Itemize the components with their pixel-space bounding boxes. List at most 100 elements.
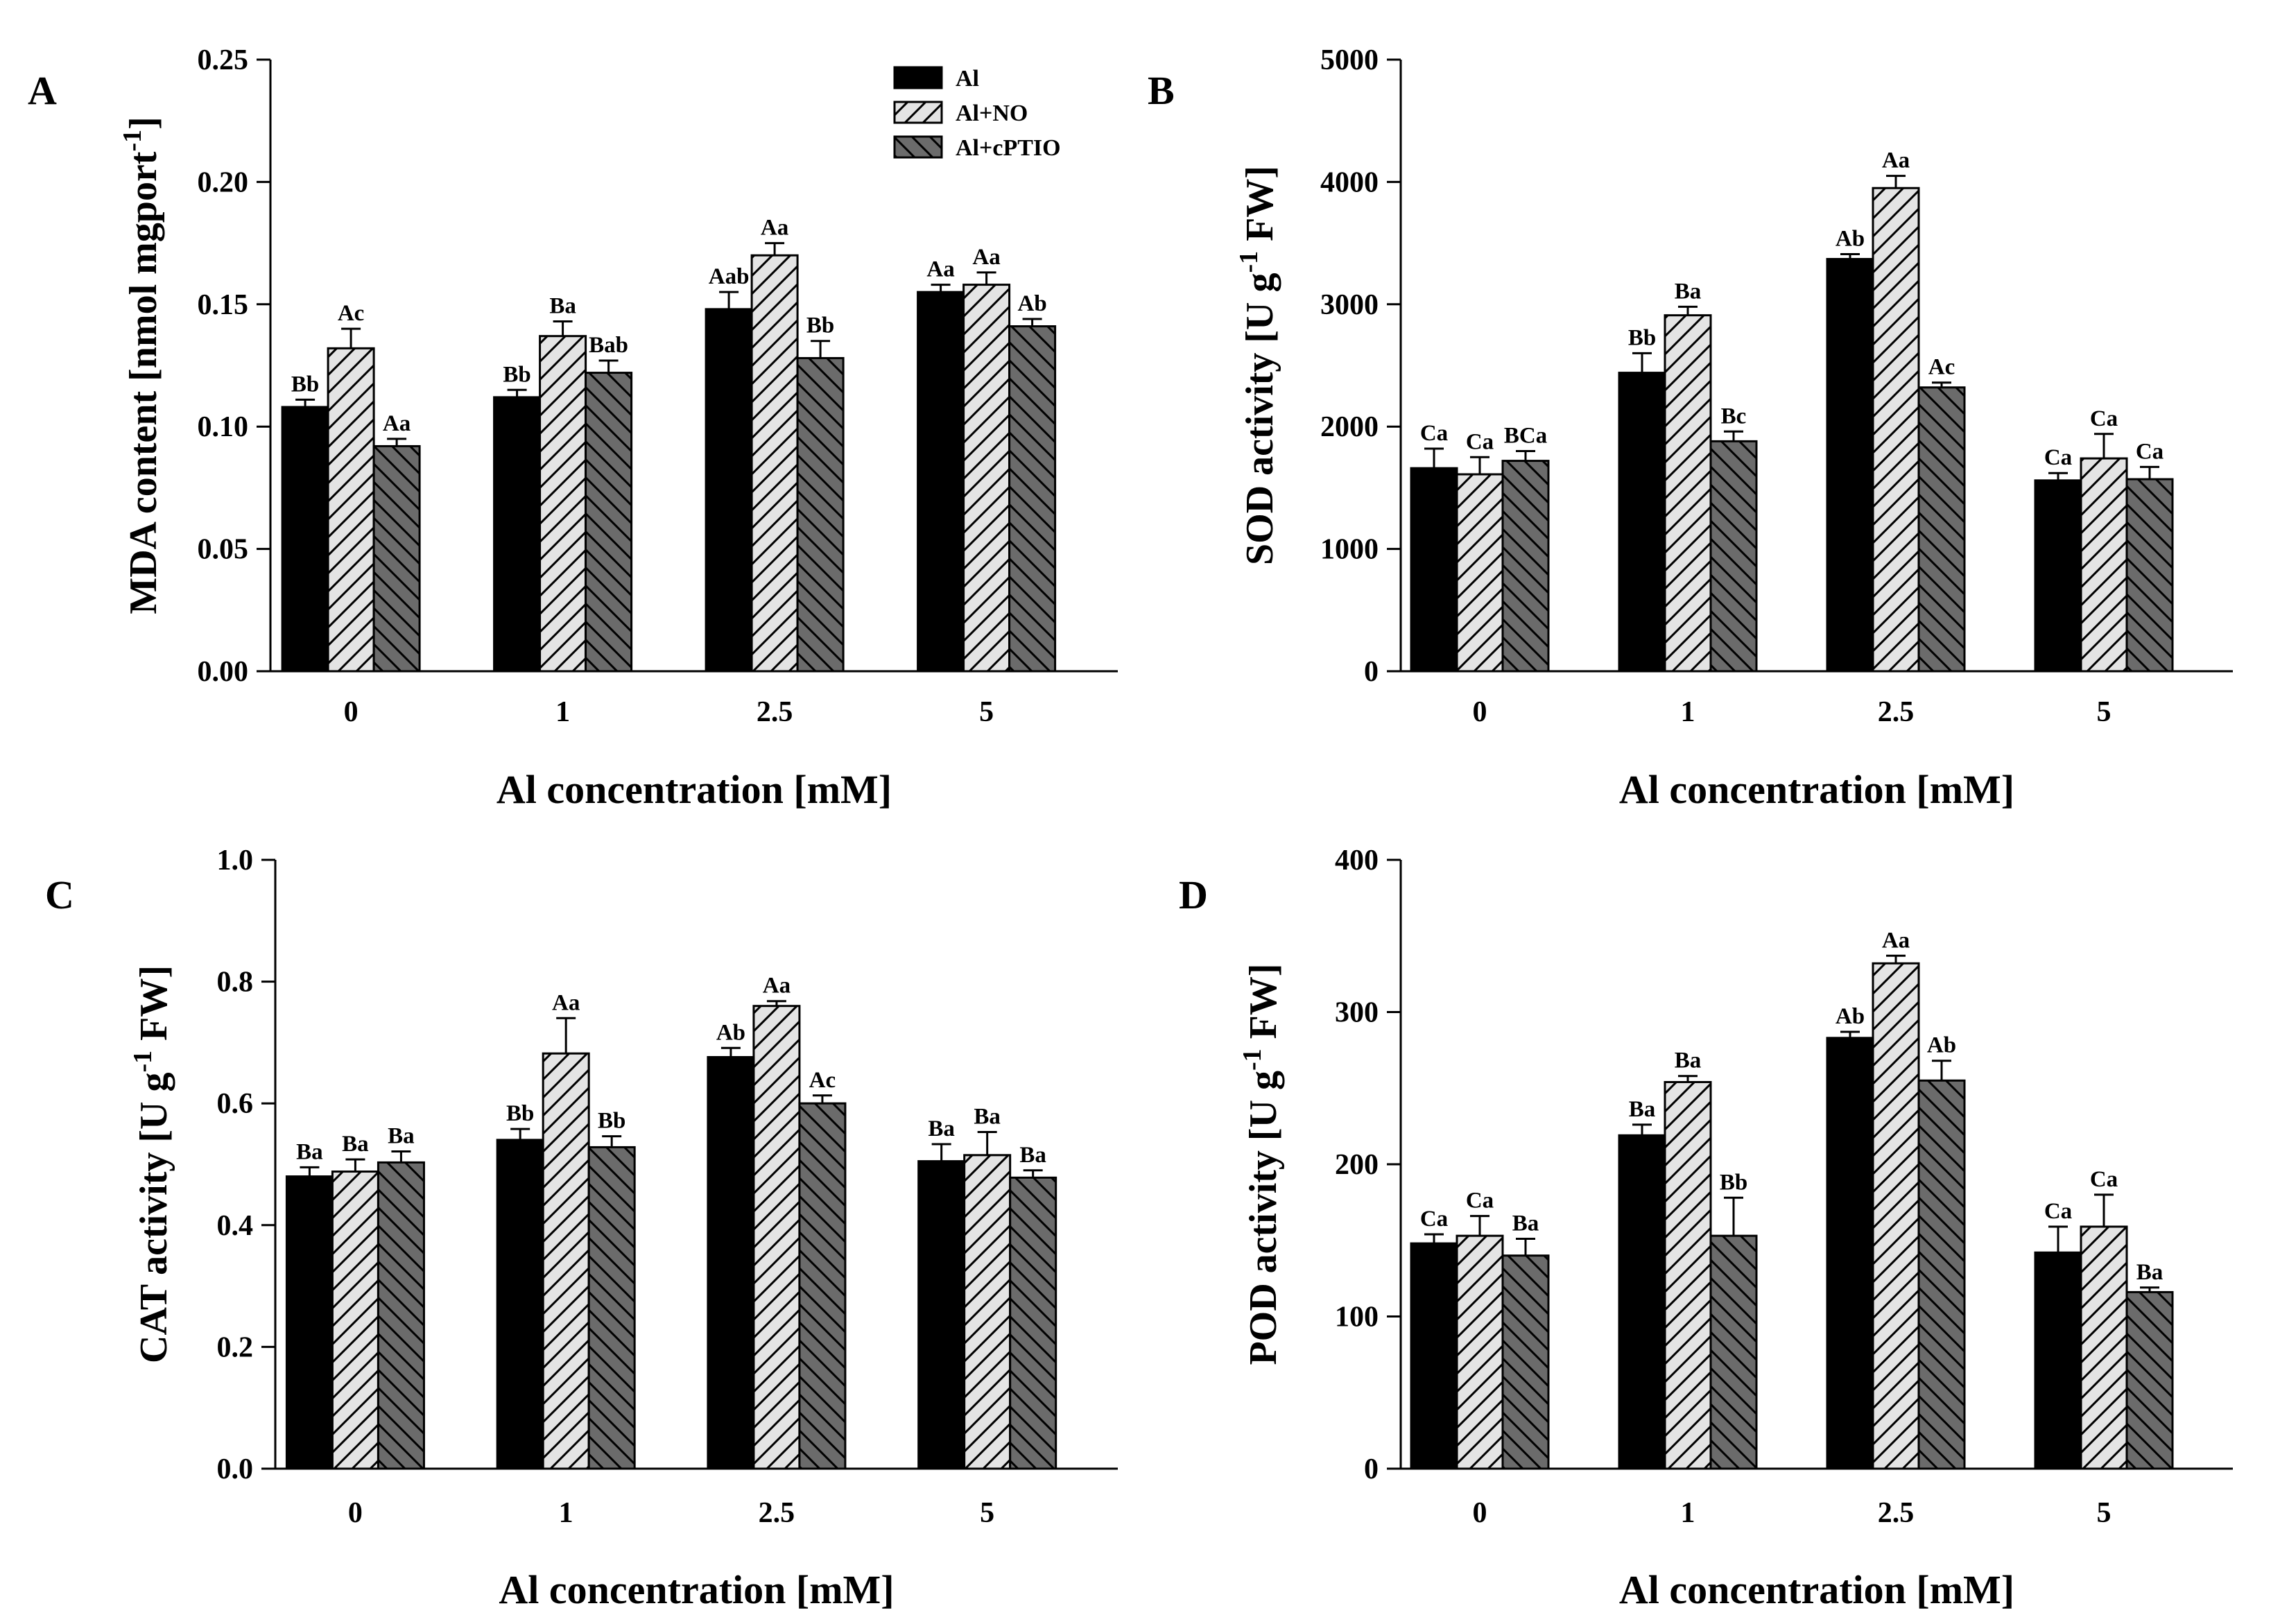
bar-al: [2034, 479, 2082, 673]
bar-al: [707, 1055, 755, 1470]
bar-al: [493, 396, 542, 673]
bar-al-no: [327, 347, 375, 673]
bar-al-no: [2080, 1225, 2128, 1470]
significance-label: Aab: [709, 264, 750, 289]
significance-label: Ba: [1512, 1211, 1539, 1236]
bar-al-cptio: [377, 1161, 425, 1470]
significance-label: Ab: [1836, 1004, 1865, 1029]
bar-al-no: [752, 1005, 801, 1470]
legend-label-al-no: Al+NO: [956, 101, 1028, 126]
legend-swatch-al: [893, 66, 943, 89]
significance-label: Bb: [1720, 1170, 1747, 1195]
legend: Al Al+NO Al+cPTIO: [893, 66, 1061, 161]
bar-al-cptio: [1709, 440, 1758, 673]
panel-letter: B: [1148, 68, 1175, 113]
significance-label: Ac: [809, 1068, 836, 1093]
significance-label: Bb: [1628, 325, 1656, 350]
bar-al-cptio: [1709, 1234, 1758, 1470]
panel-letter: C: [45, 872, 74, 917]
significance-label: Aa: [761, 216, 788, 241]
y-tick-label: 0: [1364, 656, 1379, 688]
panel-letter: A: [28, 68, 57, 113]
panel-b: 0 1000 2000 3000 4000 5000 0 1 2.5 5 Ca Bb Ab Ca Ca Ba A…: [1148, 44, 2233, 812]
legend-swatch-al-cptio: [893, 135, 943, 159]
bar-al: [1410, 467, 1458, 673]
bar-al: [917, 291, 965, 673]
significance-label: Ba: [388, 1124, 415, 1149]
significance-label: Bab: [589, 333, 628, 358]
significance-label: Ca: [2044, 445, 2072, 470]
bar-al-cptio: [1008, 325, 1057, 673]
panel-d: 0 100 200 300 400 0 1 2.5 5 Ca Ba Ab Ca Ca Ba Aa Ca Ba Bb A…: [1179, 845, 2233, 1612]
y-tick-label: 0: [1364, 1453, 1379, 1485]
bar-al: [1618, 1134, 1666, 1470]
x-tick-label: 1: [555, 696, 570, 728]
significance-label: Ab: [1017, 291, 1046, 316]
bar-al: [1410, 1242, 1458, 1470]
bar-al-no: [542, 1052, 590, 1470]
x-axis-title: Al concentration [mM]: [1619, 1567, 2014, 1612]
significance-label: Bb: [598, 1109, 625, 1134]
bar-al-cptio: [372, 444, 421, 673]
panel-c: 0.0 0.2 0.4 0.6 0.8 1.0 0 1 2.5 5 Ba Bb Ab Ba Ba Aa Aa Ba…: [45, 845, 1118, 1612]
x-tick-label: 2.5: [757, 696, 793, 728]
y-tick-label: 0.4: [217, 1210, 254, 1242]
x-tick-label: 0: [1473, 1497, 1487, 1529]
y-tick-label: 5000: [1320, 44, 1379, 76]
bar-al-cptio: [1501, 460, 1550, 673]
bar-al-no: [750, 254, 799, 673]
significance-label: Aa: [763, 974, 791, 999]
significance-label: Bb: [506, 1101, 534, 1126]
significance-label: Ca: [2044, 1199, 2072, 1224]
x-axis-title: Al concentration [mM]: [496, 767, 892, 812]
legend-label-al: Al: [956, 66, 979, 92]
significance-label: Bb: [503, 362, 530, 387]
y-tick-label: 0.15: [198, 289, 249, 321]
significance-label: Ba: [342, 1132, 369, 1157]
legend-label-al-cptio: Al+cPTIO: [956, 135, 1061, 161]
x-tick-label: 2.5: [1878, 1497, 1915, 1529]
significance-label: Ba: [549, 293, 576, 318]
x-tick-label: 2.5: [1878, 696, 1915, 728]
legend-swatch-al-no: [893, 101, 943, 124]
bar-al-no: [539, 335, 587, 673]
bar-al-no: [1664, 1080, 1712, 1470]
bar-al-no: [1456, 1234, 1504, 1470]
bar-al-cptio: [2125, 1290, 2174, 1470]
bar-al-cptio: [1917, 1079, 1966, 1470]
y-axis-title: SOD activity [U g-1 FW]: [1234, 166, 1281, 565]
x-tick-label: 5: [2097, 1497, 2111, 1529]
y-tick-label: 100: [1335, 1302, 1379, 1333]
x-tick-label: 5: [980, 1497, 994, 1529]
significance-label: Ca: [1466, 429, 1494, 454]
x-tick-label: 5: [2097, 696, 2111, 728]
bar-al: [285, 1175, 334, 1470]
significance-label: Ba: [2136, 1260, 2164, 1285]
significance-label: Ba: [1019, 1143, 1046, 1168]
y-axis-title: MDA content [nmol mgport-1]: [118, 116, 165, 614]
y-tick-label: 0.20: [198, 166, 249, 198]
bar-al: [496, 1139, 544, 1470]
bar-al: [1618, 372, 1666, 673]
x-tick-label: 5: [979, 696, 994, 728]
y-tick-label: 3000: [1320, 289, 1379, 321]
significance-label: Ba: [1629, 1097, 1656, 1122]
significance-label: Ca: [1466, 1189, 1494, 1213]
significance-label: Aa: [926, 257, 954, 282]
y-tick-label: 0.25: [198, 44, 249, 76]
x-tick-label: 0: [344, 696, 359, 728]
x-tick-label: 2.5: [759, 1497, 795, 1529]
bar-al-cptio: [1009, 1176, 1057, 1470]
y-axis-title: CAT activity [U g-1 FW]: [128, 965, 175, 1363]
x-tick-label: 0: [348, 1497, 363, 1529]
x-tick-label: 1: [559, 1497, 573, 1529]
y-tick-label: 200: [1335, 1149, 1379, 1181]
bar-al: [2034, 1251, 2082, 1470]
bar-al-no: [2080, 457, 2128, 673]
significance-label: Bc: [1721, 404, 1747, 429]
y-tick-label: 400: [1335, 845, 1379, 876]
significance-label: Ca: [2090, 1167, 2118, 1192]
bar-al: [1826, 1037, 1874, 1470]
y-tick-label: 1000: [1320, 534, 1379, 566]
